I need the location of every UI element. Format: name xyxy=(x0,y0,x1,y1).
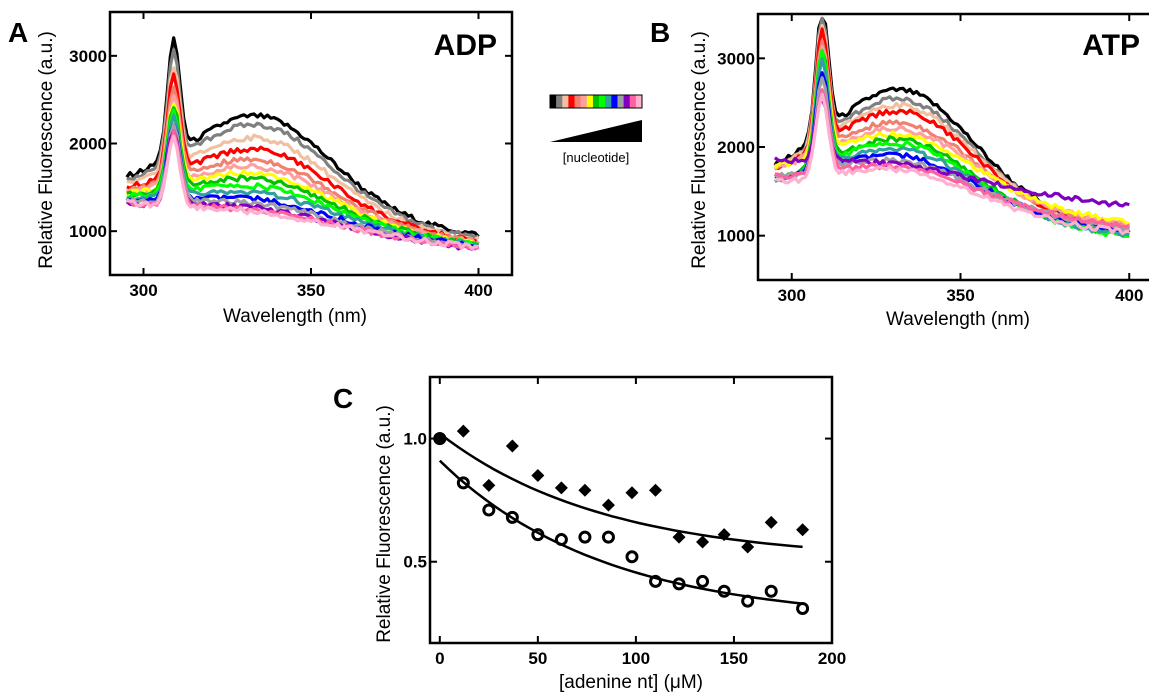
panel-a-y-tick-label: 2000 xyxy=(69,135,107,154)
legend-swatch xyxy=(623,95,631,108)
panel-letter-b: B xyxy=(650,17,670,48)
panel-b-curves xyxy=(773,16,1131,238)
panel-letter-a: A xyxy=(8,17,28,48)
panel-a-curves xyxy=(125,36,480,251)
panel-c-circle-point xyxy=(796,602,810,616)
panel-b-x-tick-label: 350 xyxy=(946,286,974,305)
legend-swatch xyxy=(556,95,563,108)
panel-c-diamond-point xyxy=(505,439,519,453)
panel-c-reference-point xyxy=(433,432,447,446)
panel-letter-c: C xyxy=(333,383,353,414)
panel-c-circle-point xyxy=(578,530,592,544)
panel-c-circle-point xyxy=(649,574,663,588)
panel-a-x-tick-label: 300 xyxy=(129,281,157,300)
panel-c-diamond-point xyxy=(625,486,639,500)
panel-a-spectrum-line xyxy=(126,85,480,246)
panel-c-marks xyxy=(433,424,810,616)
panel-c-plot-frame xyxy=(428,375,834,645)
panel-c-diamond-point xyxy=(482,478,496,492)
legend-nucleotide-label: [nucleotide] xyxy=(563,150,630,165)
panel-c-fit-line xyxy=(439,432,803,549)
panel-c-circle-point xyxy=(625,550,639,564)
panel-c-diamond-point xyxy=(578,483,592,497)
legend-swatch xyxy=(550,95,557,108)
panel-c-diamond-point xyxy=(696,535,710,549)
panel-c-circle-point xyxy=(456,476,470,490)
panel-c-diamond-point xyxy=(531,469,545,483)
panel-c-y-tick-label: 1.0 xyxy=(403,430,427,449)
panel-b-spectrum-line xyxy=(774,92,1130,236)
legend-swatch xyxy=(629,95,637,108)
panel-c-diamond-point xyxy=(796,523,810,537)
panel-b-y-tick-label: 3000 xyxy=(717,49,755,68)
panel-c-diamond-point xyxy=(649,483,663,497)
legend-swatch xyxy=(574,95,581,108)
panel-c-circle-point xyxy=(741,594,755,608)
legend-swatch xyxy=(617,95,624,108)
concentration-legend: [nucleotide] xyxy=(549,94,643,165)
panel-c-circle-point xyxy=(764,584,778,598)
panel-c-x-tick-label: 0 xyxy=(435,649,444,668)
legend-swatch xyxy=(605,95,612,108)
panel-b-y-tick-label: 1000 xyxy=(717,227,755,246)
panel-a-nucleotide-label: ADP xyxy=(434,29,497,62)
panel-a-x-axis-title: Wavelength (nm) xyxy=(223,306,367,327)
panel-c-diamond-point xyxy=(741,540,755,554)
legend-swatch xyxy=(580,95,588,108)
panel-c-diamond-point xyxy=(456,424,470,438)
panel-a-y-tick-label: 1000 xyxy=(69,222,107,241)
panel-b-spectrum-line xyxy=(774,71,1130,233)
panel-a-y-axis-title: Relative Fluorescence (a.u.) xyxy=(36,31,57,269)
panel-c-x-axis-title: [adenine nt] (μM) xyxy=(559,672,703,693)
panel-c-x-tick-label: 100 xyxy=(622,649,650,668)
legend-color-swatches xyxy=(549,94,643,109)
panel-b-spectra-chart: B 300 350 400 1000 2000 3000 ATP Wavelength (… xyxy=(650,12,1149,330)
panel-b-y-axis-title: Relative Fluorescence (a.u.) xyxy=(689,31,710,269)
panel-b-ticks: 300 350 400 1000 2000 3000 xyxy=(717,14,1143,305)
legend-swatch-border xyxy=(549,94,643,109)
panel-b-x-tick-label: 400 xyxy=(1115,286,1143,305)
panel-c-circle-point xyxy=(505,510,519,524)
panel-b-nucleotide-label: ATP xyxy=(1082,29,1140,62)
panel-c-ticks: 0 50 100 150 200 0.5 1.0 xyxy=(403,377,846,668)
panel-b-y-tick-label: 2000 xyxy=(717,138,755,157)
panel-c-circle-point xyxy=(672,577,686,591)
panel-c-diamond-point xyxy=(717,528,731,542)
panel-c-x-tick-label: 200 xyxy=(818,649,846,668)
panel-c-circle-point xyxy=(531,528,545,542)
panel-b-x-tick-label: 300 xyxy=(778,286,806,305)
panel-a-x-tick-label: 350 xyxy=(297,281,325,300)
panel-c-y-axis-title: Relative Fluorescence (a.u.) xyxy=(374,405,395,643)
panel-a-y-tick-label: 3000 xyxy=(69,47,107,66)
panel-a-spectra-chart: A 300 350 400 1000 2000 3000 ADP Wavelength (… xyxy=(8,10,514,327)
panel-c-fit-line xyxy=(438,459,803,605)
panel-c-diamond-point xyxy=(554,481,568,495)
panel-c-binding-chart: C 0 50 100 150 200 0.5 1.0 [adenine nt] (μM) R… xyxy=(333,375,846,693)
legend-swatch xyxy=(592,95,600,108)
legend-concentration-wedge xyxy=(550,120,642,142)
panel-c-circle-point xyxy=(696,574,710,588)
legend-swatch xyxy=(562,95,569,108)
panel-c-diamond-point xyxy=(672,530,686,544)
panel-a-x-tick-label: 400 xyxy=(464,281,492,300)
panel-c-circle-point xyxy=(717,584,731,598)
legend-swatch xyxy=(586,95,594,108)
panel-a-ticks: 300 350 400 1000 2000 3000 xyxy=(69,12,512,300)
panel-c-x-tick-label: 50 xyxy=(528,649,547,668)
legend-swatch xyxy=(568,95,575,108)
panel-c-circle-point xyxy=(554,533,568,547)
panel-c-diamond-point xyxy=(764,515,778,529)
panel-a-spectrum-line xyxy=(126,134,479,251)
legend-swatch xyxy=(635,95,643,108)
panel-c-diamond-point xyxy=(601,498,615,512)
legend-swatch xyxy=(599,95,606,108)
panel-c-y-tick-label: 0.5 xyxy=(403,553,427,572)
panel-b-x-axis-title: Wavelength (nm) xyxy=(886,309,1030,330)
legend-swatch xyxy=(611,95,618,108)
panel-c-circle-point xyxy=(482,503,496,517)
panel-c-circle-point xyxy=(601,530,615,544)
panel-c-x-tick-label: 150 xyxy=(720,649,748,668)
